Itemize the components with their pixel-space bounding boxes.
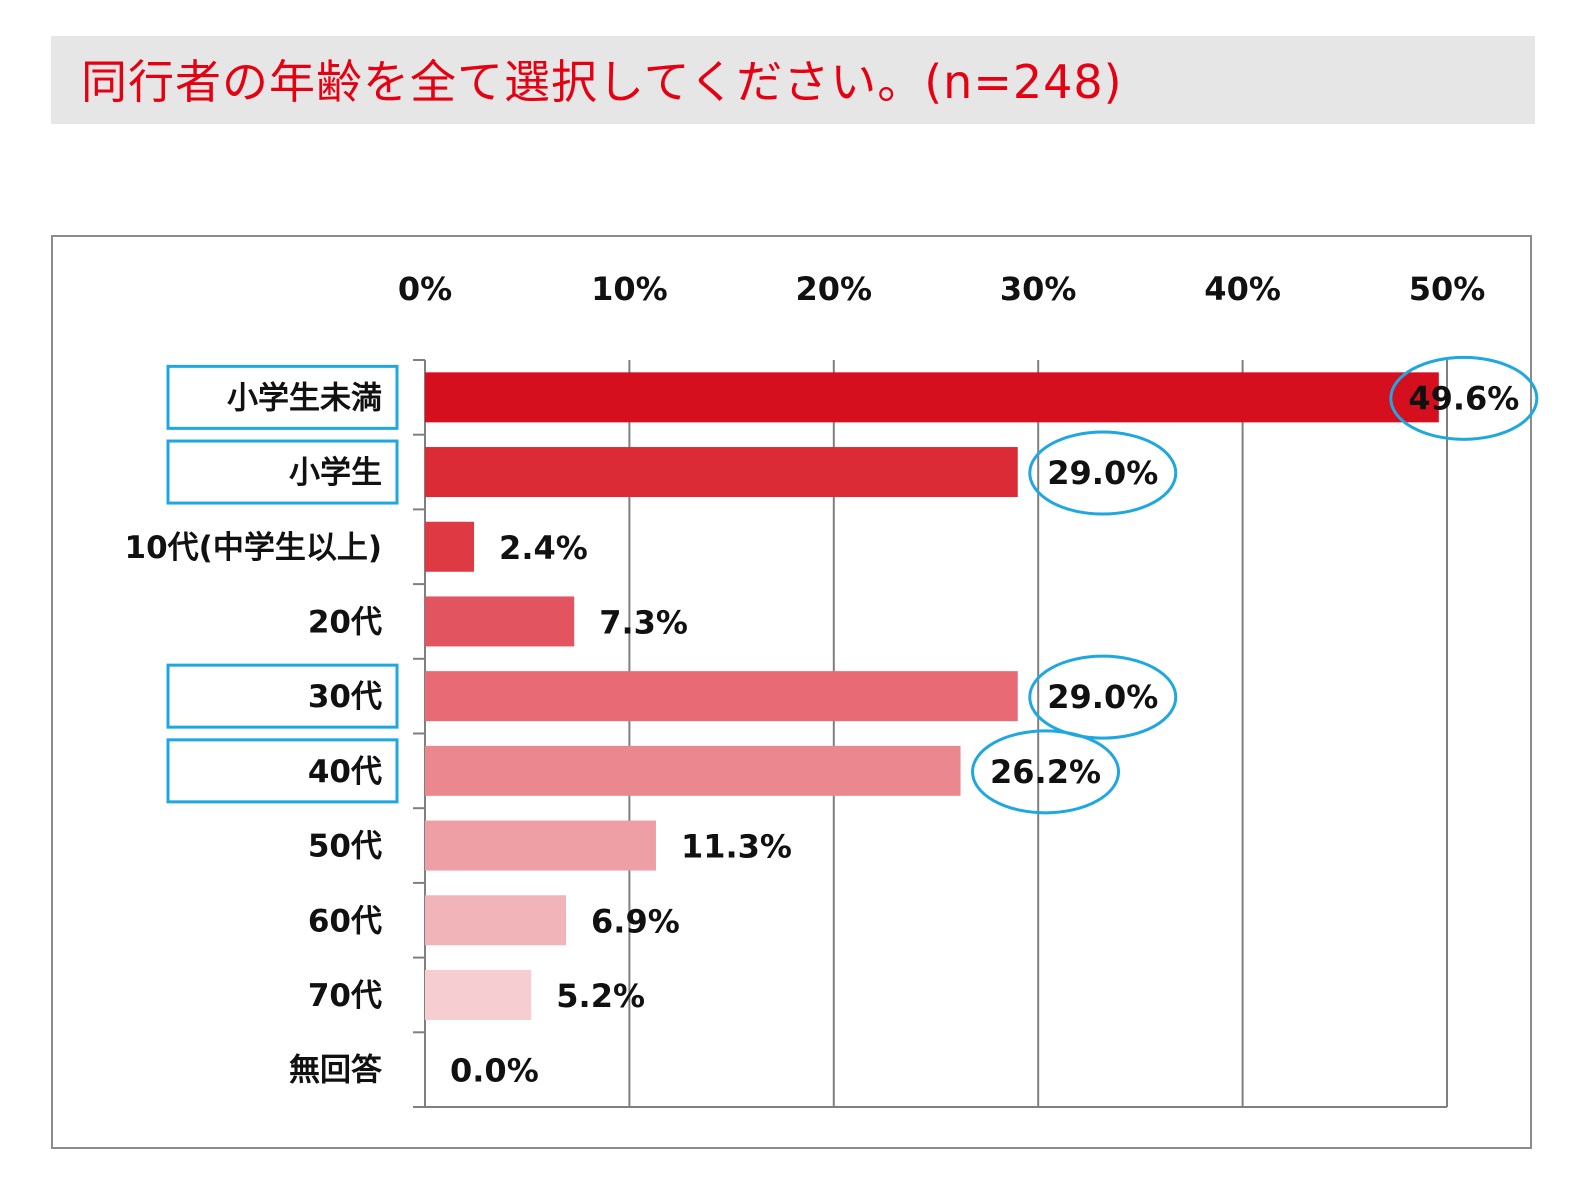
value-highlight-circle (971, 729, 1121, 815)
category-label: 小学生未満 (227, 380, 382, 416)
data-label: 49.6% (1408, 379, 1519, 417)
x-tick-label: 20% (796, 270, 873, 308)
category-label: 20代 (308, 604, 382, 640)
category-label: 60代 (308, 903, 382, 939)
bar (425, 447, 1018, 498)
bar (425, 895, 567, 946)
category-label: 70代 (308, 978, 382, 1014)
data-label: 7.3% (599, 603, 688, 641)
bar (425, 745, 961, 796)
data-label: 5.2% (556, 977, 645, 1015)
category-label: 30代 (308, 679, 382, 715)
bar (425, 671, 1018, 722)
category-highlight-box (166, 439, 399, 505)
bar (425, 372, 1439, 423)
category-label: 無回答 (289, 1053, 383, 1089)
x-tick-label: 50% (1409, 270, 1486, 308)
data-label: 26.2% (990, 753, 1101, 791)
x-tick-label: 0% (398, 270, 452, 308)
category-label: 40代 (308, 754, 382, 790)
title-bar: 同行者の年齢を全て選択してください。(n=248) (51, 36, 1535, 124)
page-title: 同行者の年齢を全て選択してください。(n=248) (81, 55, 1123, 109)
bar (425, 820, 656, 871)
data-label: 2.4% (499, 529, 588, 567)
category-label: 50代 (308, 829, 382, 865)
value-highlight-circle (1028, 654, 1178, 740)
data-label: 6.9% (591, 902, 680, 940)
chart-frame (51, 235, 1532, 1149)
data-label: 0.0% (450, 1052, 539, 1090)
data-label: 29.0% (1047, 454, 1158, 492)
x-tick-label: 10% (591, 270, 668, 308)
bar (425, 969, 532, 1020)
category-highlight-box (166, 364, 399, 430)
category-highlight-box (166, 738, 399, 804)
x-tick-label: 40% (1204, 270, 1281, 308)
data-label: 29.0% (1047, 678, 1158, 716)
x-tick-label: 30% (1000, 270, 1077, 308)
data-label: 11.3% (681, 828, 792, 866)
category-highlight-box (166, 663, 399, 729)
value-highlight-circle (1389, 355, 1539, 441)
category-label: 10代(中学生以上) (125, 530, 382, 566)
bar (425, 521, 475, 572)
category-label: 小学生 (289, 455, 382, 491)
value-highlight-circle (1028, 430, 1178, 516)
bar (425, 596, 575, 647)
